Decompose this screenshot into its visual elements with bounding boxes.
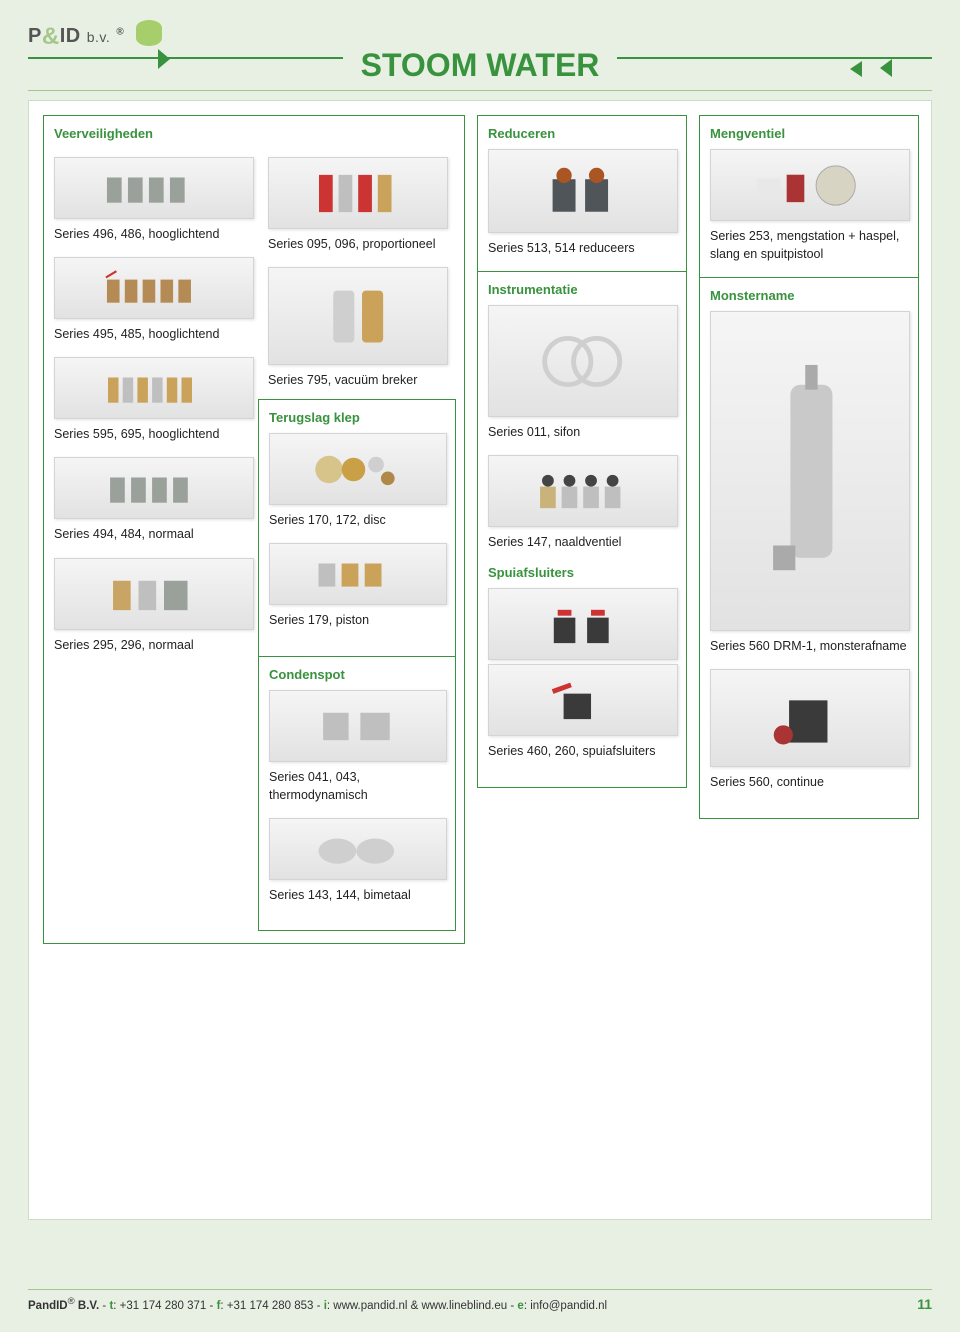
product-image xyxy=(710,149,910,221)
footer-t-label: t xyxy=(109,1300,113,1312)
section-title-condenspot: Condenspot xyxy=(269,667,447,682)
brand-amp: & xyxy=(42,23,60,50)
footer-i-label: i xyxy=(324,1300,327,1312)
panel-reduceren: Reduceren Series 513, 514 reduceers Inst… xyxy=(477,115,687,788)
caption: Series 595, 695, hooglichtend xyxy=(54,425,254,443)
caption: Series 170, 172, disc xyxy=(269,511,447,529)
content-card: Veerveiligheden Series 496, 486, hooglic… xyxy=(28,100,932,1220)
footer-e-val: info@pandid.nl xyxy=(530,1300,607,1312)
layout-grid: Veerveiligheden Series 496, 486, hooglic… xyxy=(43,115,917,944)
brand-p: P xyxy=(28,25,42,47)
product-image xyxy=(710,311,910,631)
caption: Series 295, 296, normaal xyxy=(54,636,254,654)
product-image xyxy=(488,149,678,233)
caption: Series 253, mengstation + haspel, slang … xyxy=(710,227,910,263)
product-image xyxy=(54,558,254,630)
veerv-left: Series 496, 486, hooglichtend Series 495… xyxy=(54,157,254,931)
footer-reg: ® xyxy=(68,1296,75,1307)
footer-contact: PandID® B.V. - t: +31 174 280 371 - f: +… xyxy=(28,1296,607,1312)
caption: Series 496, 486, hooglichtend xyxy=(54,225,254,243)
panel-terugslag: Terugslag klep Series 170, 172, disc Ser… xyxy=(258,399,456,656)
footer-suffix: B.V. xyxy=(75,1300,100,1312)
caption: Series 041, 043, thermodynamisch xyxy=(269,768,447,804)
section-title-mengv: Mengventiel xyxy=(710,126,910,141)
section-title-reduceren: Reduceren xyxy=(488,126,678,141)
page-title: STOOM WATER xyxy=(343,47,618,84)
veerv-right: Series 095, 096, proportioneel Series 79… xyxy=(268,157,448,931)
product-image xyxy=(269,543,447,605)
sub-rule xyxy=(28,90,932,91)
footer-i-val: www.pandid.nl & www.lineblind.eu xyxy=(333,1300,507,1312)
product-image xyxy=(269,818,447,880)
product-image xyxy=(268,157,448,229)
product-image xyxy=(710,669,910,767)
brand-reg: ® xyxy=(116,26,124,37)
page: P&ID b.v. ® STOOM WATER Veerveiligheden … xyxy=(0,0,960,1332)
caption: Series 179, piston xyxy=(269,611,447,629)
caption: Series 495, 485, hooglichtend xyxy=(54,325,254,343)
brand-cylinder-icon xyxy=(136,20,162,46)
sep: - xyxy=(210,1300,217,1312)
caption: Series 795, vacuüm breker xyxy=(268,371,448,389)
section-title-instrumentatie: Instrumentatie xyxy=(488,282,678,297)
header: P&ID b.v. ® STOOM WATER xyxy=(28,20,932,100)
panel-mengventiel: Mengventiel Series 253, mengstation + ha… xyxy=(699,115,919,819)
caption: Series 494, 484, normaal xyxy=(54,525,254,543)
caption: Series 095, 096, proportioneel xyxy=(268,235,448,253)
triangle-left-icon xyxy=(880,59,892,77)
product-image xyxy=(269,690,447,762)
footer-e-label: e xyxy=(517,1300,523,1312)
page-number: 11 xyxy=(917,1296,932,1312)
section-title-terugslag: Terugslag klep xyxy=(269,410,447,425)
product-image xyxy=(268,267,448,365)
brand-id: ID xyxy=(60,25,81,47)
caption: Series 560, continue xyxy=(710,773,910,791)
caption: Series 560 DRM-1, monsterafname xyxy=(710,637,910,655)
product-image xyxy=(54,457,254,519)
product-image xyxy=(488,305,678,417)
footer-f-label: f xyxy=(217,1300,221,1312)
product-image xyxy=(54,357,254,419)
product-image xyxy=(488,455,678,527)
product-image xyxy=(269,433,447,505)
section-title-monstername: Monstername xyxy=(710,288,910,303)
caption: Series 011, sifon xyxy=(488,423,678,441)
product-image xyxy=(54,157,254,219)
panel-monstername: Monstername Series 560 DRM-1, monsterafn… xyxy=(700,277,918,817)
caption: Series 513, 514 reduceers xyxy=(488,239,678,257)
footer-company: PandID xyxy=(28,1300,68,1312)
product-image xyxy=(488,664,678,736)
brand-bv: b.v. xyxy=(87,29,111,45)
footer: PandID® B.V. - t: +31 174 280 371 - f: +… xyxy=(28,1289,932,1312)
caption: Series 147, naaldventiel xyxy=(488,533,678,551)
section-title-spui: Spuiafsluiters xyxy=(488,565,678,580)
title-wrap: STOOM WATER xyxy=(28,47,932,84)
caption: Series 460, 260, spuiafsluiters xyxy=(488,742,678,760)
footer-f-val: +31 174 280 853 xyxy=(227,1300,314,1312)
panel-instrumentatie: Instrumentatie Series 011, sifon Series … xyxy=(478,271,686,786)
footer-t-val: +31 174 280 371 xyxy=(120,1300,207,1312)
sep: - xyxy=(317,1300,324,1312)
product-image xyxy=(488,588,678,660)
caption: Series 143, 144, bimetaal xyxy=(269,886,447,904)
panel-veerveiligheden: Veerveiligheden Series 496, 486, hooglic… xyxy=(43,115,465,944)
section-title-veerv: Veerveiligheden xyxy=(54,126,448,141)
panel-condenspot: Condenspot Series 041, 043, thermodynami… xyxy=(258,657,456,931)
product-image xyxy=(54,257,254,319)
